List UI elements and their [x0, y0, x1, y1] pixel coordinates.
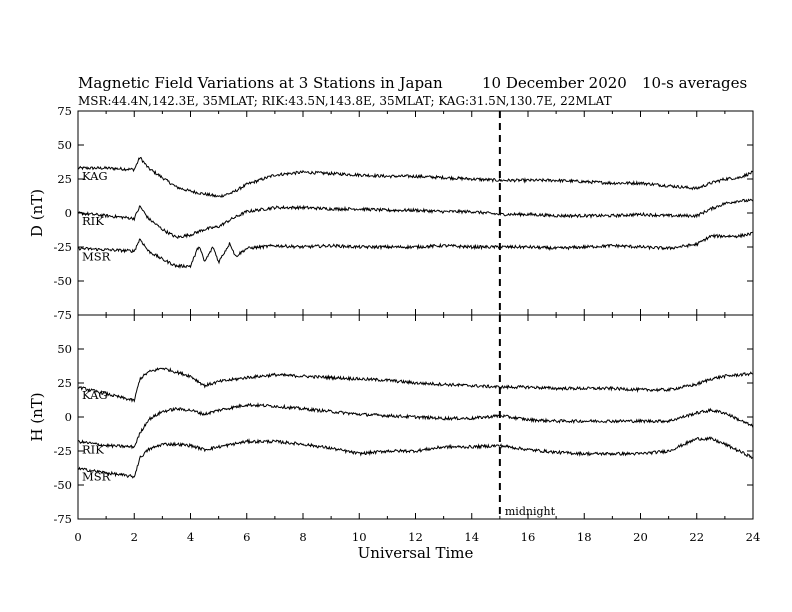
series-line-kag-d	[77, 156, 754, 198]
series-line-msr-d	[77, 231, 754, 269]
y-axis-title-d: D (nT)	[28, 189, 46, 237]
series-line-rik-h	[77, 402, 754, 450]
y-tick-label-h: -25	[53, 444, 72, 458]
midnight-label: midnight	[505, 505, 556, 518]
x-tick-label: 12	[408, 530, 423, 544]
y-tick-label-d: 50	[57, 138, 72, 152]
y-tick-label-d: 0	[65, 206, 72, 220]
series-label-kag-d: KAG	[82, 169, 108, 183]
y-tick-label-h: -50	[53, 478, 72, 492]
figure-header: Magnetic Field Variations at 3 Stations …	[78, 74, 747, 108]
y-tick-label-h: -75	[53, 512, 72, 526]
y-tick-label-h: 25	[57, 376, 72, 390]
series-label-rik-d: RIK	[82, 214, 104, 228]
x-tick-label: 16	[521, 530, 536, 544]
series-label-msr-d: MSR	[82, 249, 111, 263]
x-tick-label: 8	[299, 530, 306, 544]
x-tick-label: 22	[689, 530, 704, 544]
series-label-msr-h: MSR	[82, 470, 111, 484]
x-tick-label: 4	[187, 530, 194, 544]
y-tick-label-d: -75	[53, 308, 72, 322]
y-tick-label-d: -50	[53, 274, 72, 288]
y-axis-title-h: H (nT)	[28, 392, 46, 441]
x-tick-label: 2	[131, 530, 138, 544]
y-tick-label-d: -25	[53, 240, 72, 254]
series-line-rik-d	[77, 198, 754, 240]
x-tick-label: 20	[633, 530, 648, 544]
panel-d-plot: -75 -50 -25 0 25 50 75 D (nT) KAG RIK MSR	[28, 104, 754, 322]
series-line-kag-h	[77, 367, 754, 403]
x-tick-label: 6	[243, 530, 250, 544]
x-tick-label: 14	[464, 530, 479, 544]
figure-resolution: 10-s averages	[642, 74, 747, 92]
series-label-kag-h: KAG	[82, 388, 108, 402]
y-tick-label-h: 0	[65, 410, 72, 424]
y-tick-label-d: 25	[57, 172, 72, 186]
series-line-msr-h	[77, 436, 754, 479]
x-tick-label: 0	[74, 530, 81, 544]
x-tick-label: 18	[577, 530, 592, 544]
y-tick-label-h: 50	[57, 342, 72, 356]
figure-date: 10 December 2020	[482, 74, 627, 92]
panel-h-plot: -75 -50 -25 0 25 50 H (nT) KAG RIK MSR midnight	[28, 314, 754, 526]
panel-d-frame	[77, 110, 754, 316]
x-tick-label: 24	[746, 530, 761, 544]
stations-subtitle: MSR:44.4N,142.3E, 35MLAT; RIK:43.5N,143.…	[78, 94, 612, 108]
x-tick-label: 10	[352, 530, 367, 544]
series-label-rik-h: RIK	[82, 442, 104, 456]
figure-title: Magnetic Field Variations at 3 Stations …	[78, 74, 443, 92]
x-axis-title: Universal Time	[358, 544, 474, 562]
y-tick-label-d: 75	[57, 104, 72, 118]
